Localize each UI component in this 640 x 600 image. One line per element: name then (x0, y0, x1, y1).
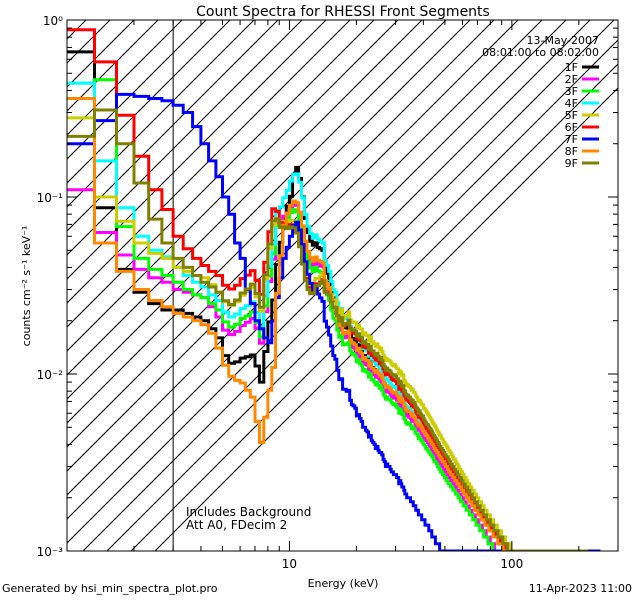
y-axis-label: counts cm⁻² s⁻¹ keV⁻¹ (20, 226, 33, 347)
series-layer (67, 28, 601, 551)
hatch-line (67, 20, 591, 544)
hatch-line (67, 20, 447, 400)
axes: 10 100 10⁻³ 10⁻² 10⁻¹ 10⁰ (37, 14, 619, 571)
series-7F (67, 92, 601, 551)
series-9F (67, 108, 588, 551)
series-8F (67, 97, 583, 551)
x-tick-label: 10 (282, 557, 297, 571)
y-tick-label: 10⁻² (37, 368, 64, 382)
legend-label: 8F (565, 145, 578, 158)
hatch-line (67, 20, 231, 184)
hatch-line (67, 20, 327, 280)
legend-label: 2F (565, 73, 578, 86)
y-tick-label: 10⁻¹ (37, 191, 64, 205)
hatch-line (82, 20, 615, 551)
timestamp-label: 11-Apr-2023 11:00 (528, 582, 632, 595)
hatch-line (154, 87, 618, 551)
hatch-line (130, 63, 618, 551)
legend-label: 3F (565, 85, 578, 98)
hatch-line (67, 20, 303, 256)
legend-label: 7F (565, 133, 578, 146)
note-attenuator: Att A0, FDecim 2 (186, 518, 287, 532)
legend-label: 1F (565, 61, 578, 74)
legend-label: 9F (565, 157, 578, 170)
hatch-line (67, 20, 207, 160)
x-axis-label: Energy (keV) (308, 577, 379, 590)
legend-label: 4F (565, 97, 578, 110)
excluded-region-hatch (0, 0, 618, 551)
y-tick-label: 10⁻³ (37, 545, 64, 559)
series-3F (67, 78, 587, 551)
hatch-line (67, 20, 351, 304)
plot-frame (66, 19, 619, 552)
legend-label: 5F (565, 109, 578, 122)
hatch-line (67, 20, 471, 424)
hatch-line (67, 20, 255, 208)
hatch-line (67, 20, 423, 376)
legend-label: 6F (565, 121, 578, 134)
hatch-line (67, 20, 399, 352)
hatch-line (67, 20, 543, 496)
hatch-line (67, 20, 495, 448)
hatch-line (67, 20, 87, 40)
x-tick-label: 100 (500, 557, 523, 571)
chart-title: Count Spectra for RHESSI Front Segments (196, 4, 490, 20)
hatch-line (0, 0, 67, 551)
hatch-line (67, 20, 279, 232)
date-label: 13-May-2007 (527, 34, 599, 47)
y-tick-label: 10⁰ (43, 14, 63, 28)
generated-by-label: Generated by hsi_min_spectra_plot.pro (2, 582, 218, 595)
note-background: Includes Background (186, 505, 311, 519)
time-range-label: 08:01:00 to 08:02:00 (482, 46, 599, 59)
hatch-line (106, 39, 618, 551)
